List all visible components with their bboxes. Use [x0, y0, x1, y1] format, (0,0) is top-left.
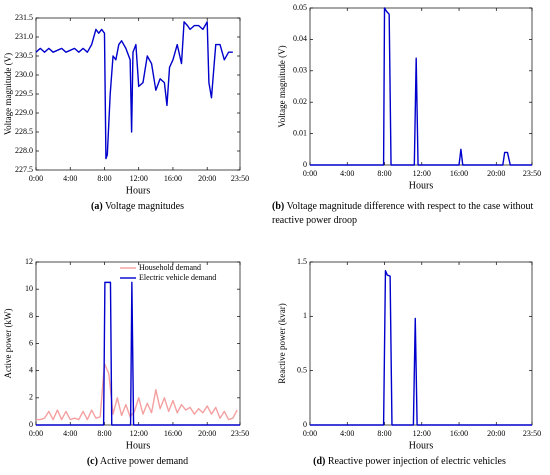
caption-text: Active power demand	[99, 456, 189, 467]
y-tick-label: 231.5	[15, 13, 33, 22]
y-axis-label: Active power (kW)	[3, 309, 13, 379]
y-axis-label: Voltage magnitude (V)	[277, 45, 287, 127]
caption-text: Reactive power injection of electric veh…	[327, 456, 506, 467]
y-tick-label: 0	[303, 420, 307, 429]
caption: (a) Voltage magnitudes	[0, 200, 275, 214]
series-line	[35, 21, 233, 160]
y-tick-label: 4	[29, 365, 33, 374]
y-tick-label: 228.0	[15, 146, 33, 155]
caption: (d) Reactive power injection of electric…	[272, 455, 547, 469]
plot-frame	[309, 7, 533, 166]
y-tick-label: 12	[25, 257, 33, 266]
x-tick-label: 4:00	[340, 429, 354, 438]
x-tick-label: 20:00	[198, 174, 216, 183]
x-tick-label: 0:00	[29, 174, 43, 183]
y-tick-label: 0.04	[293, 34, 307, 43]
y-tick-label: 230.5	[15, 51, 33, 60]
caption-text: Voltage magnitude difference with respec…	[272, 201, 534, 226]
y-tick-label: 231.0	[15, 32, 33, 41]
x-tick-label: 12:00	[413, 169, 431, 178]
legend-label: Household demand	[139, 263, 201, 272]
series-line	[36, 281, 240, 426]
x-axis-label: Hours	[126, 440, 151, 451]
x-axis-label: Hours	[409, 180, 434, 191]
y-tick-label: 10	[25, 284, 33, 293]
legend-label: Electric vehicle demand	[139, 273, 216, 282]
caption-label: (c)	[86, 456, 98, 467]
caption: (b) Voltage magnitude difference with re…	[272, 200, 547, 228]
y-tick-label: 229.0	[15, 108, 33, 117]
x-tick-label: 16:00	[450, 429, 468, 438]
x-tick-label: 23:50	[523, 169, 541, 178]
x-tick-label: 8:00	[97, 174, 111, 183]
x-tick-label: 12:00	[413, 429, 431, 438]
caption-text: Voltage magnitudes	[105, 201, 184, 212]
x-tick-label: 4:00	[63, 174, 77, 183]
x-tick-label: 23:50	[231, 174, 249, 183]
x-tick-label: 20:00	[198, 429, 216, 438]
y-tick-label: 0.03	[293, 66, 307, 75]
series-line	[36, 363, 238, 421]
x-tick-label: 8:00	[377, 169, 391, 178]
x-tick-label: 4:00	[63, 429, 77, 438]
x-tick-label: 0:00	[29, 429, 43, 438]
caption: (c) Active power demand	[0, 455, 275, 469]
x-tick-label: 4:00	[340, 169, 354, 178]
y-tick-label: 0.05	[293, 3, 307, 12]
y-tick-label: 0.5	[297, 365, 307, 374]
y-tick-label: 0	[303, 160, 307, 169]
y-tick-label: 1.5	[297, 257, 307, 266]
y-axis-label: Voltage magnitude (V)	[3, 53, 13, 135]
x-tick-label: 16:00	[164, 174, 182, 183]
x-axis-label: Hours	[409, 440, 434, 451]
x-tick-label: 20:00	[487, 429, 505, 438]
series-line	[310, 7, 532, 166]
x-tick-label: 0:00	[303, 169, 317, 178]
x-tick-label: 8:00	[97, 429, 111, 438]
caption-label: (a)	[91, 201, 103, 212]
y-tick-label: 8	[29, 311, 33, 320]
x-tick-label: 0:00	[303, 429, 317, 438]
series-line	[310, 269, 532, 426]
y-tick-label: 228.5	[15, 127, 33, 136]
y-tick-label: 1	[303, 311, 307, 320]
caption-label: (b)	[272, 201, 285, 212]
plot-frame	[35, 17, 241, 171]
y-tick-label: 0.01	[293, 128, 307, 137]
x-tick-label: 12:00	[130, 429, 148, 438]
x-tick-label: 20:00	[487, 169, 505, 178]
y-tick-label: 0.02	[293, 97, 307, 106]
y-tick-label: 230.0	[15, 70, 33, 79]
x-tick-label: 23:50	[231, 429, 249, 438]
x-tick-label: 23:50	[523, 429, 541, 438]
y-tick-label: 227.5	[15, 165, 33, 174]
x-tick-label: 16:00	[164, 429, 182, 438]
x-axis-label: Hours	[126, 185, 151, 196]
y-tick-label: 2	[29, 393, 33, 402]
y-tick-label: 0	[29, 420, 33, 429]
x-tick-label: 16:00	[450, 169, 468, 178]
x-tick-label: 12:00	[130, 174, 148, 183]
caption-label: (d)	[313, 456, 326, 467]
plot-frame	[309, 261, 533, 426]
x-tick-label: 8:00	[377, 429, 391, 438]
y-axis-label: Reactive power (kvar)	[277, 303, 287, 383]
y-tick-label: 229.5	[15, 89, 33, 98]
y-tick-label: 6	[29, 338, 33, 347]
